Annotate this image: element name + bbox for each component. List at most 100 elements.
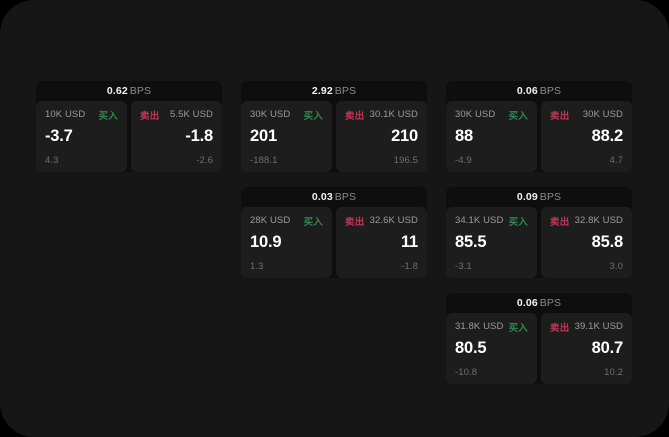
buy-size-label: 34.1K USD <box>455 215 504 226</box>
sell-size-label: 5.5K USD <box>169 109 213 120</box>
buy-side[interactable]: 31.8K USD 买入 80.5 -10.8 <box>446 313 537 384</box>
card-sides: 10K USD 买入 -3.7 4.3 卖出 5.5K USD -1.8 -2.… <box>36 101 222 172</box>
bps-value: 0.06 <box>516 85 538 97</box>
buy-delta: -3.1 <box>455 261 472 272</box>
buy-side-top: 34.1K USD 买入 <box>455 214 528 228</box>
buy-delta: -10.8 <box>455 367 478 378</box>
card-sides: 34.1K USD 买入 85.5 -3.1 卖出 32.8K USD 85.8… <box>446 207 632 278</box>
sell-action-label: 卖出 <box>550 216 570 228</box>
bps-unit: BPS <box>539 297 562 309</box>
buy-delta: -4.9 <box>455 155 472 166</box>
sell-side-top: 卖出 30K USD <box>550 108 623 122</box>
bps-unit: BPS <box>539 191 562 203</box>
buy-side-top: 30K USD 买入 <box>455 108 528 122</box>
quote-card[interactable]: 0.03 BPS 28K USD 买入 10.9 1.3 卖出 <box>241 187 427 278</box>
sell-delta: 3.0 <box>609 261 623 272</box>
bps-unit: BPS <box>334 85 357 97</box>
sell-delta: -1.8 <box>401 261 418 272</box>
sell-size-label: 32.6K USD <box>369 215 418 226</box>
sell-price: -1.8 <box>185 127 213 145</box>
bps-unit: BPS <box>539 85 562 97</box>
buy-action-label: 买入 <box>303 216 323 228</box>
buy-action-label: 买入 <box>508 110 528 122</box>
sell-action-label: 卖出 <box>345 216 365 228</box>
quote-card[interactable]: 0.09 BPS 34.1K USD 买入 85.5 -3.1 卖出 <box>446 187 632 278</box>
sell-side-top: 卖出 32.6K USD <box>345 214 418 228</box>
sell-side-top: 卖出 39.1K USD <box>550 320 623 334</box>
card-header: 0.62 BPS <box>36 81 222 101</box>
sell-side[interactable]: 卖出 39.1K USD 80.7 10.2 <box>541 313 632 384</box>
sell-delta: -2.6 <box>196 155 213 166</box>
buy-side[interactable]: 34.1K USD 买入 85.5 -3.1 <box>446 207 537 278</box>
sell-action-label: 卖出 <box>345 110 365 122</box>
quote-card[interactable]: 0.06 BPS 31.8K USD 买入 80.5 -10.8 卖出 <box>446 293 632 384</box>
card-header: 0.06 BPS <box>446 81 632 101</box>
buy-action-label: 买入 <box>303 110 323 122</box>
card-header: 0.09 BPS <box>446 187 632 207</box>
buy-size-label: 31.8K USD <box>455 321 504 332</box>
sell-size-label: 30.1K USD <box>369 109 418 120</box>
bps-unit: BPS <box>129 85 152 97</box>
bps-value: 0.62 <box>106 85 128 97</box>
buy-delta: 1.3 <box>250 261 264 272</box>
sell-side-top: 卖出 30.1K USD <box>345 108 418 122</box>
sell-action-label: 卖出 <box>140 110 160 122</box>
buy-price: 85.5 <box>455 233 487 251</box>
sell-side[interactable]: 卖出 30K USD 88.2 4.7 <box>541 101 632 172</box>
quote-card[interactable]: 0.06 BPS 30K USD 买入 88 -4.9 卖出 <box>446 81 632 172</box>
bps-unit: BPS <box>334 191 357 203</box>
buy-side[interactable]: 10K USD 买入 -3.7 4.3 <box>36 101 127 172</box>
buy-side[interactable]: 30K USD 买入 88 -4.9 <box>446 101 537 172</box>
buy-price: 80.5 <box>455 339 487 357</box>
sell-side[interactable]: 卖出 30.1K USD 210 196.5 <box>336 101 427 172</box>
sell-price: 85.8 <box>591 233 624 251</box>
card-sides: 30K USD 买入 88 -4.9 卖出 30K USD 88.2 4.7 <box>446 101 632 172</box>
card-sides: 30K USD 买入 201 -188.1 卖出 30.1K USD 210 1… <box>241 101 427 172</box>
buy-delta: 4.3 <box>45 155 59 166</box>
buy-action-label: 买入 <box>508 216 528 228</box>
buy-side-top: 28K USD 买入 <box>250 214 323 228</box>
buy-action-label: 买入 <box>98 110 118 122</box>
quote-card[interactable]: 0.62 BPS 10K USD 买入 -3.7 4.3 卖出 <box>36 81 222 172</box>
sell-delta: 196.5 <box>393 155 418 166</box>
buy-price: 88 <box>455 127 473 145</box>
buy-side[interactable]: 30K USD 买入 201 -188.1 <box>241 101 332 172</box>
sell-delta: 10.2 <box>604 367 623 378</box>
card-header: 2.92 BPS <box>241 81 427 101</box>
card-header: 0.06 BPS <box>446 293 632 313</box>
buy-side[interactable]: 28K USD 买入 10.9 1.3 <box>241 207 332 278</box>
sell-side-top: 卖出 32.8K USD <box>550 214 623 228</box>
buy-price: 201 <box>250 127 277 145</box>
sell-action-label: 卖出 <box>550 322 570 334</box>
sell-side-top: 卖出 5.5K USD <box>140 108 213 122</box>
bps-value: 0.06 <box>516 297 538 309</box>
sell-size-label: 39.1K USD <box>574 321 623 332</box>
sell-side[interactable]: 卖出 5.5K USD -1.8 -2.6 <box>131 101 222 172</box>
sell-price: 11 <box>400 233 418 251</box>
sell-action-label: 卖出 <box>550 110 570 122</box>
sell-side[interactable]: 卖出 32.6K USD 11 -1.8 <box>336 207 427 278</box>
card-header: 0.03 BPS <box>241 187 427 207</box>
bps-value: 0.09 <box>516 191 538 203</box>
card-sides: 28K USD 买入 10.9 1.3 卖出 32.6K USD 11 -1.8 <box>241 207 427 278</box>
bps-value: 2.92 <box>311 85 333 97</box>
buy-action-label: 买入 <box>508 322 528 334</box>
sell-price: 210 <box>391 127 418 145</box>
sell-side[interactable]: 卖出 32.8K USD 85.8 3.0 <box>541 207 632 278</box>
bps-value: 0.03 <box>311 191 333 203</box>
buy-side-top: 31.8K USD 买入 <box>455 320 528 334</box>
sell-delta: 4.7 <box>609 155 623 166</box>
buy-delta: -188.1 <box>250 155 278 166</box>
sell-size-label: 30K USD <box>582 109 623 120</box>
buy-price: 10.9 <box>250 233 282 251</box>
buy-price: -3.7 <box>45 127 73 145</box>
buy-side-top: 10K USD 买入 <box>45 108 118 122</box>
card-sides: 31.8K USD 买入 80.5 -10.8 卖出 39.1K USD 80.… <box>446 313 632 384</box>
quote-card[interactable]: 2.92 BPS 30K USD 买入 201 -188.1 卖出 <box>241 81 427 172</box>
buy-size-label: 30K USD <box>455 109 496 120</box>
sell-price: 88.2 <box>591 127 624 145</box>
buy-side-top: 30K USD 买入 <box>250 108 323 122</box>
sell-price: 80.7 <box>591 339 624 357</box>
buy-size-label: 28K USD <box>250 215 291 226</box>
